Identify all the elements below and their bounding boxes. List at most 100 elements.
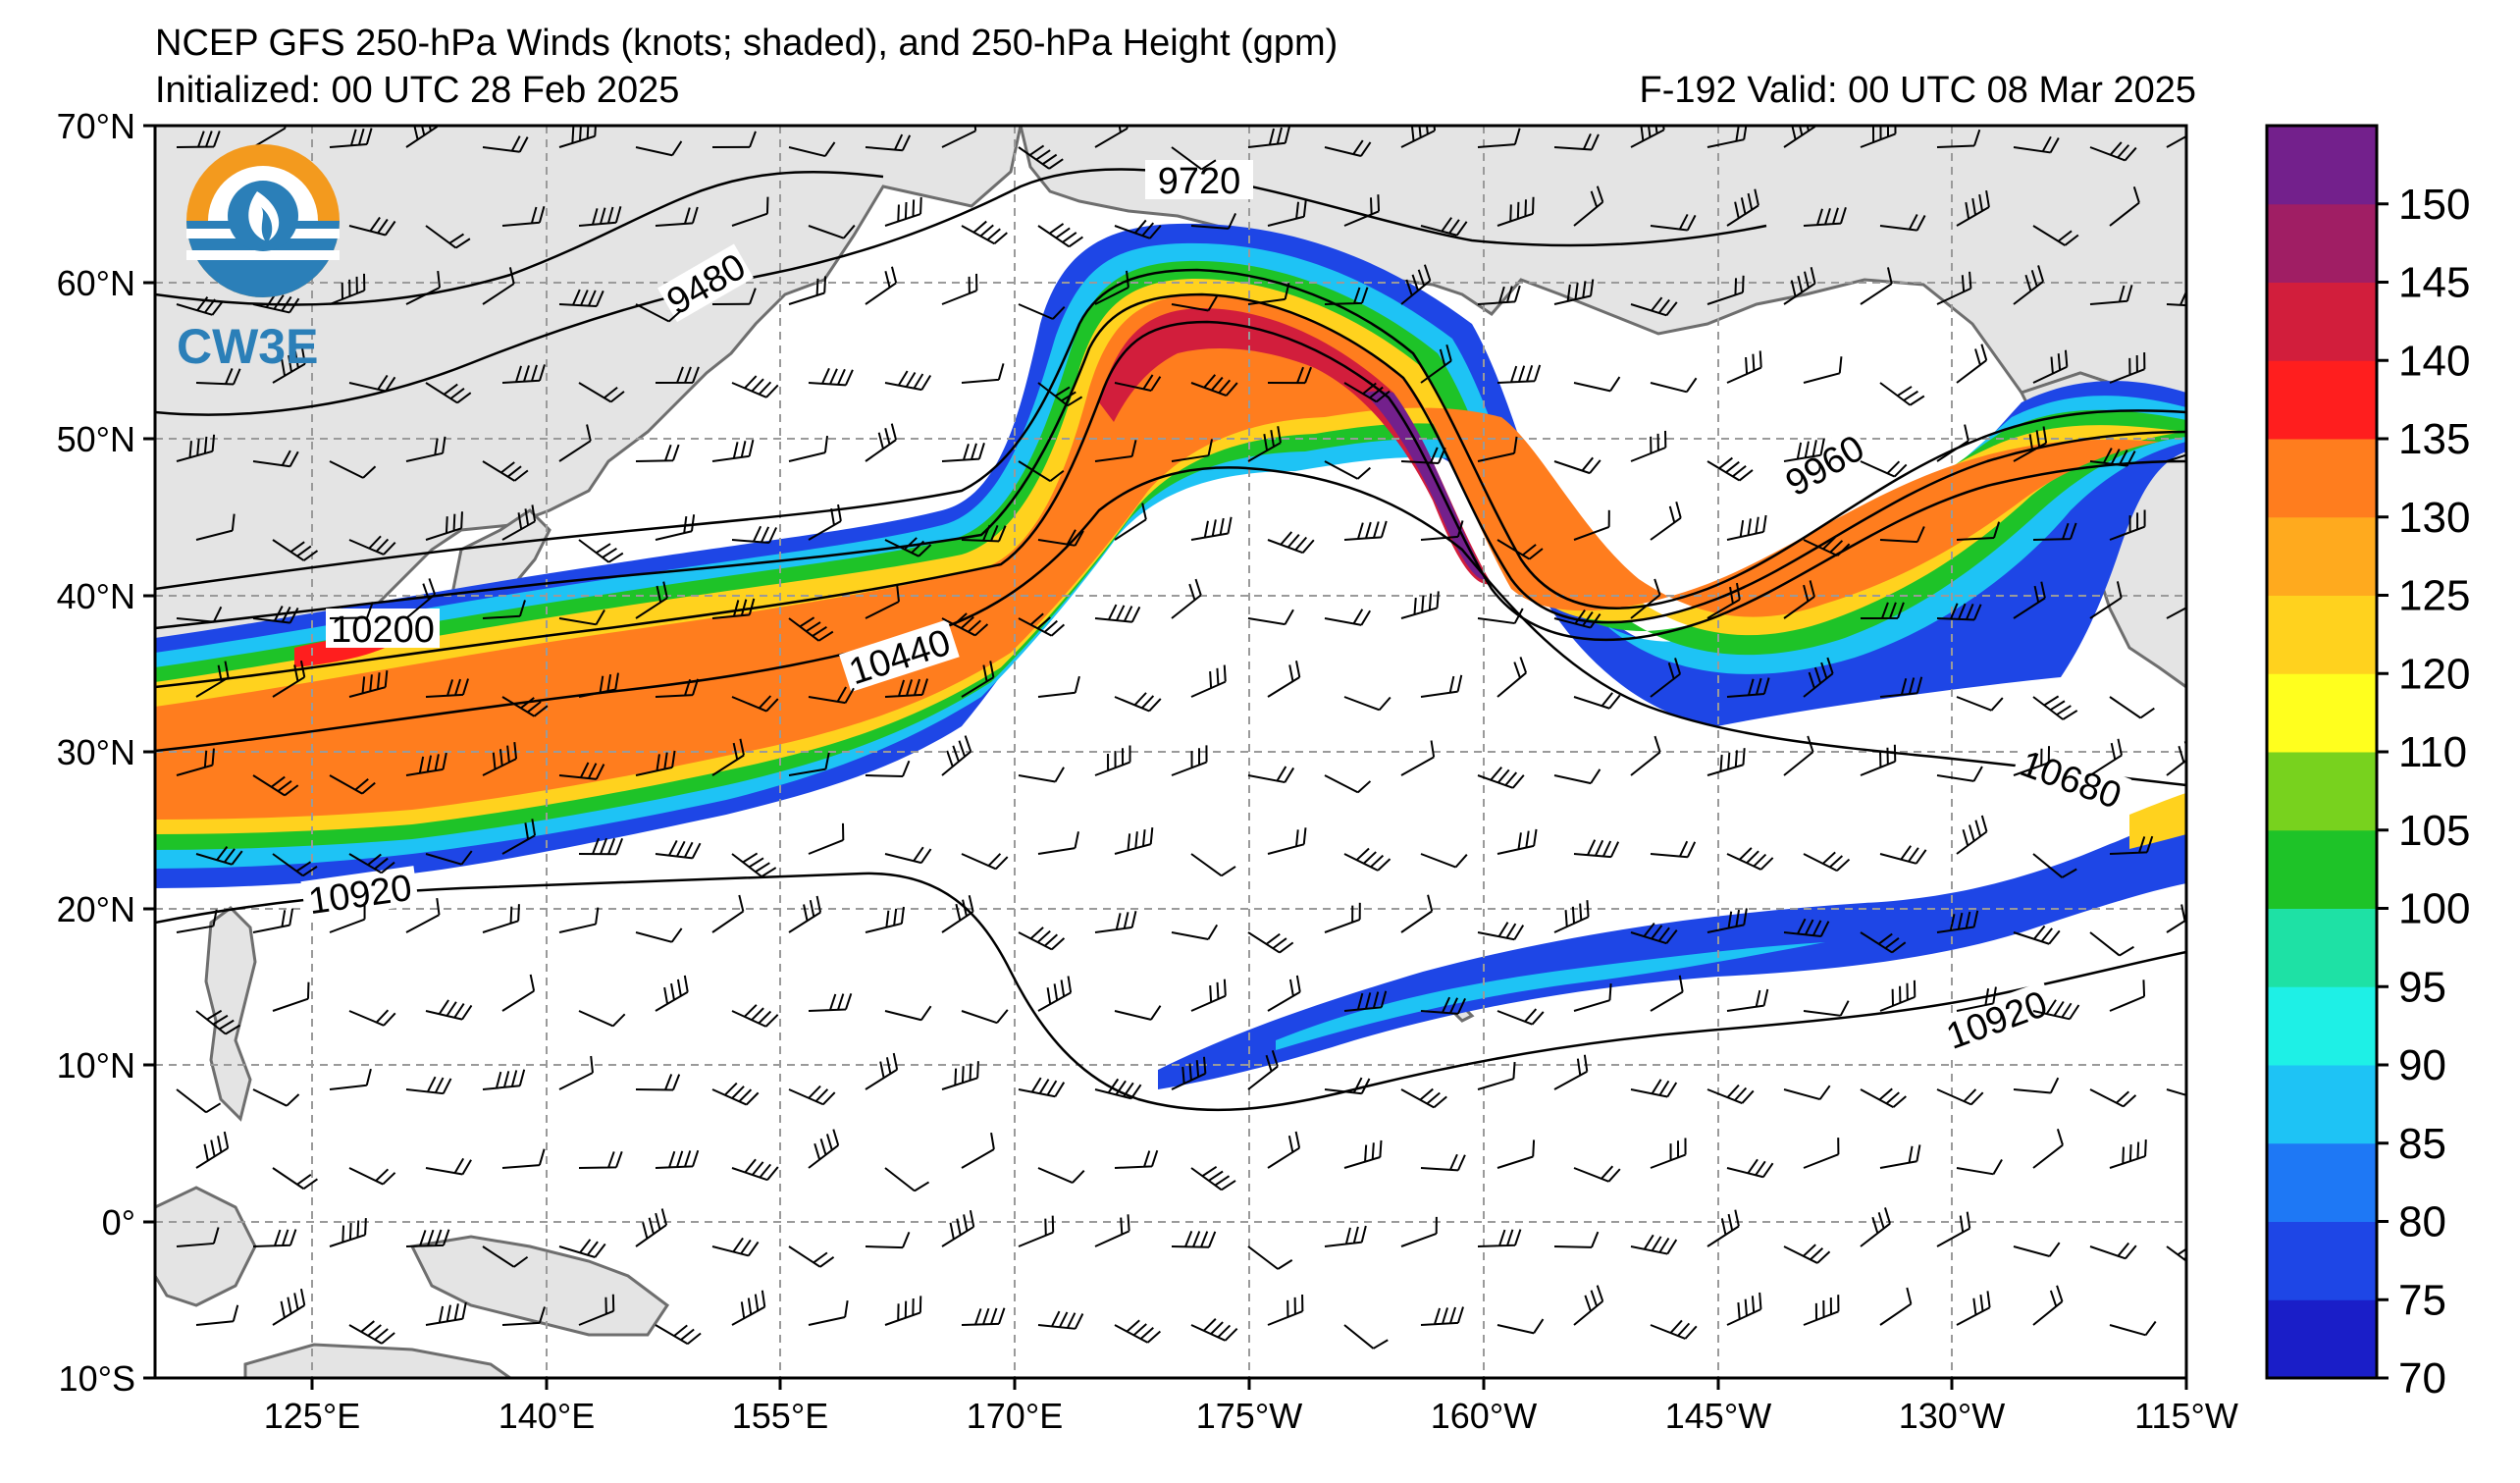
wind-barb xyxy=(1726,350,1762,384)
wind-barb xyxy=(1324,287,1369,305)
wind-barb xyxy=(2166,895,2186,933)
wind-barb xyxy=(482,600,526,619)
wind-barb xyxy=(1706,582,1741,619)
lat-label-50n: 50°N xyxy=(57,419,135,459)
wind-barb xyxy=(1018,460,1065,482)
wind-barb xyxy=(2032,225,2079,246)
wind-barb xyxy=(425,511,463,541)
wind-barb xyxy=(711,1082,760,1106)
wind-barb xyxy=(2089,1242,2137,1260)
wind-barb xyxy=(1573,1285,1604,1326)
wind-barb xyxy=(1477,128,1521,148)
wind-barb xyxy=(1879,214,1926,232)
wind-barb xyxy=(1783,918,1830,937)
wind-barb xyxy=(1630,430,1667,462)
wind-barb xyxy=(961,220,1008,245)
wind-barb xyxy=(578,539,624,563)
wind-barb xyxy=(865,1231,911,1249)
wind-barb xyxy=(1726,677,1770,698)
colorbar-label: 100 xyxy=(2398,885,2470,933)
wind-barb xyxy=(635,140,683,157)
wind-barb xyxy=(2089,581,2123,619)
wind-barb xyxy=(884,846,932,865)
wind-barb xyxy=(329,273,366,305)
wind-barb xyxy=(1114,374,1162,392)
wind-barb xyxy=(1706,1084,1755,1105)
wind-barb xyxy=(1726,514,1767,541)
wind-barb xyxy=(252,1088,300,1107)
wind-barb xyxy=(1267,827,1307,855)
wind-barb xyxy=(1803,207,1847,227)
wind-barb xyxy=(405,578,437,619)
wind-barb xyxy=(2166,1245,2186,1270)
wind-barb xyxy=(482,460,529,482)
wind-barb xyxy=(2013,426,2048,462)
wind-barb xyxy=(711,894,745,933)
wind-barb xyxy=(1420,520,1464,541)
philippines-land xyxy=(204,906,257,1122)
colorbar-label: 80 xyxy=(2398,1198,2446,1246)
wind-barb xyxy=(1879,980,1916,1012)
wind-barb xyxy=(865,133,912,152)
colorbar-swatch xyxy=(2267,908,2377,987)
wind-barb xyxy=(808,1129,840,1169)
wind-barb xyxy=(2109,835,2154,855)
wind-barb xyxy=(405,1229,450,1247)
colorbar-label: 75 xyxy=(2398,1276,2446,1324)
wind-barb xyxy=(425,678,469,698)
colorbar-swatch xyxy=(2267,360,2377,440)
wind-barb xyxy=(1094,911,1137,933)
wind-barb xyxy=(788,616,834,642)
wind-barb xyxy=(2089,931,2134,957)
wind-barb xyxy=(808,992,853,1012)
wind-barb xyxy=(865,423,898,462)
wind-barb xyxy=(1094,604,1141,623)
wind-barb xyxy=(425,999,473,1021)
lat-label-60n: 60°N xyxy=(57,263,135,303)
wind-barb xyxy=(1324,609,1372,626)
wind-barb xyxy=(176,606,223,623)
wind-barb xyxy=(1343,990,1388,1012)
wind-barb xyxy=(348,853,395,874)
wind-barb xyxy=(425,1157,472,1176)
wind-barb xyxy=(252,450,299,468)
wind-barb xyxy=(1650,213,1697,232)
wind-barb xyxy=(635,927,683,943)
wind-barb xyxy=(1783,580,1815,619)
wind-barb xyxy=(1630,296,1678,317)
wind-barb xyxy=(1267,199,1307,227)
latitude-axis: 70°N 60°N 50°N 40°N 30°N 20°N 10°N 0° 10… xyxy=(57,106,155,1399)
wind-barb xyxy=(405,1076,452,1095)
wind-barb xyxy=(482,135,529,153)
wind-barb xyxy=(1860,460,1908,478)
wind-barb xyxy=(1343,1324,1389,1350)
wind-barb xyxy=(1037,831,1079,855)
wind-barb xyxy=(1324,460,1372,480)
wind-barb xyxy=(808,503,842,541)
wind-barb xyxy=(1879,845,1927,865)
wind-barb xyxy=(2013,925,2061,945)
wind-barb xyxy=(655,206,699,227)
wind-barb xyxy=(578,1010,626,1028)
wind-barb xyxy=(1650,840,1697,859)
colorbar-label: 70 xyxy=(2398,1354,2446,1403)
wind-barb xyxy=(2089,1088,2137,1108)
wind-barb xyxy=(578,382,625,403)
wind-barb xyxy=(558,762,605,780)
wind-barb xyxy=(425,225,471,249)
lat-label-20n: 20°N xyxy=(57,889,135,929)
wind-barb xyxy=(578,1294,615,1326)
wind-barb xyxy=(176,434,216,462)
wind-barb xyxy=(941,612,989,637)
wind-barb xyxy=(1936,766,1983,782)
wind-barb xyxy=(1247,1245,1293,1270)
wind-barb xyxy=(1803,356,1843,384)
wind-barb xyxy=(1936,1211,1971,1247)
lon-label-115w: 115°W xyxy=(2134,1396,2238,1436)
wind-barb xyxy=(1783,1085,1831,1100)
wind-barb xyxy=(1094,440,1137,462)
map-plot-area: 9480 9720 9960 10200 10440 10680 xyxy=(155,126,2186,1378)
wind-barb xyxy=(1247,426,1282,462)
wind-barb xyxy=(635,581,668,619)
wind-barb xyxy=(2166,736,2186,776)
